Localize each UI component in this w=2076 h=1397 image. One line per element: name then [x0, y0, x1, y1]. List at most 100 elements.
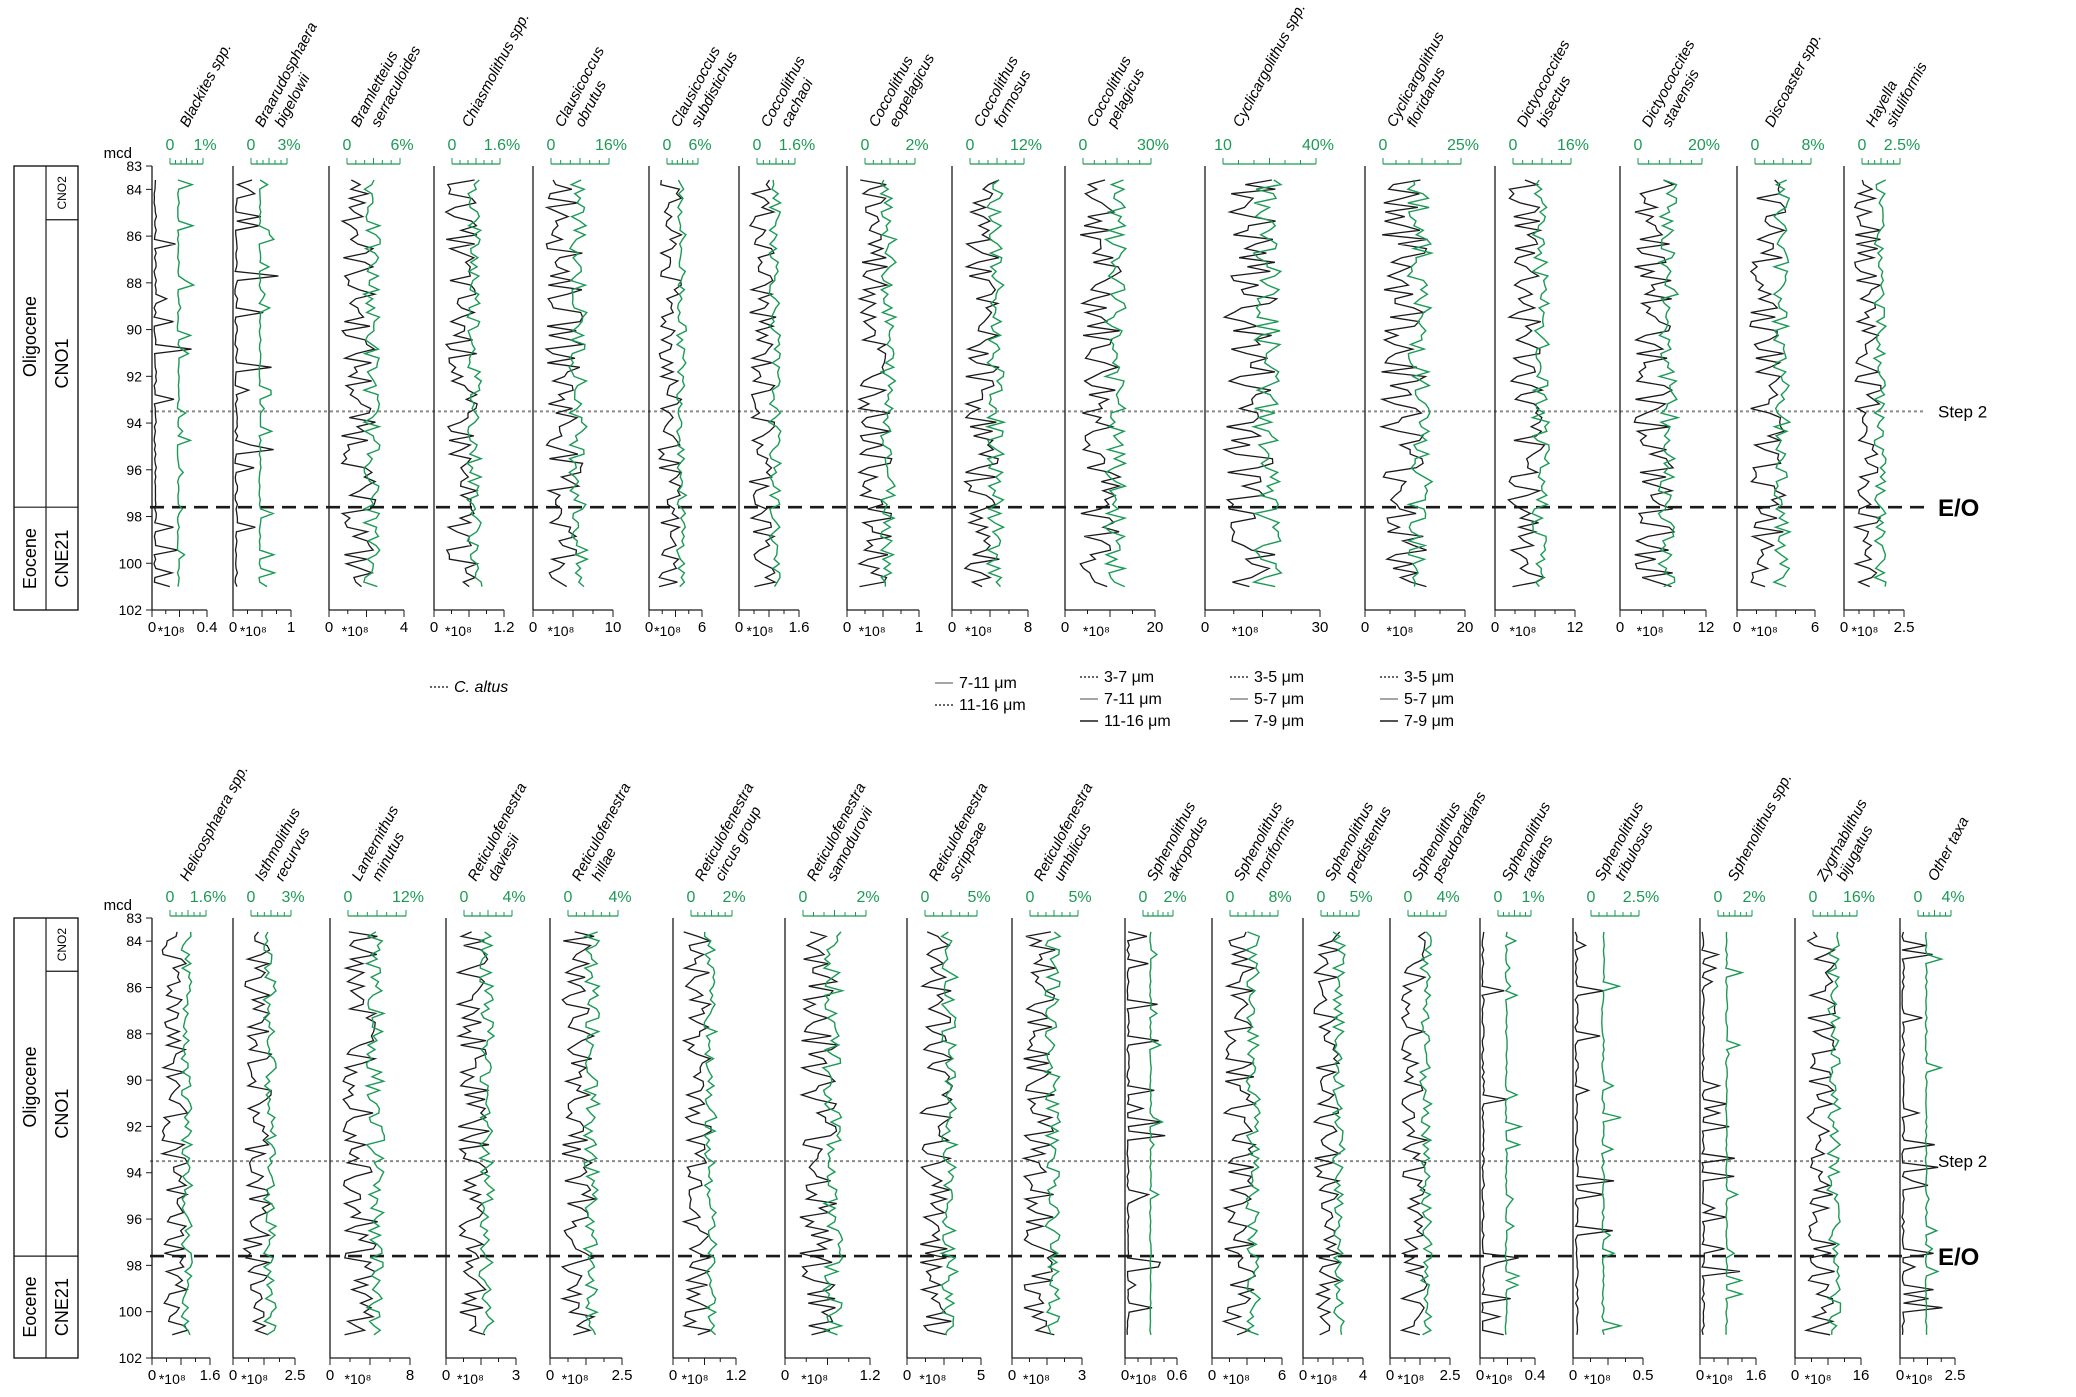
relative-abundance-curve [1825, 931, 1842, 1335]
absolute-abundance-curve [1803, 931, 1837, 1336]
depth-tick-label: 92 [126, 1118, 142, 1134]
relative-abundance-curve [1243, 931, 1262, 1336]
absolute-abundance-curve [1852, 179, 1883, 588]
abs-tick-label: 4 [1359, 1367, 1367, 1384]
abs-tick-label: 0 [1386, 1367, 1394, 1384]
rel-tick-label: 2% [1742, 889, 1765, 906]
rel-tick-label: 0 [1587, 889, 1596, 906]
abs-tick-label: 0 [148, 619, 156, 636]
relative-abundance-curve [1406, 179, 1435, 587]
rel-tick-label: 0 [344, 889, 353, 906]
rel-tick-label: 0 [1379, 137, 1388, 154]
rel-tick-label: 2% [856, 889, 879, 906]
size-legend-2: 3-7 μm 7-11 μm 11-16 μm [1080, 669, 1171, 730]
absolute-abundance-curve [657, 179, 684, 588]
abs-tick-label: 0 [442, 1367, 450, 1384]
rel-tick-label: 0 [460, 889, 469, 906]
rel-tick-label: 16% [595, 137, 627, 154]
rel-tick-label: 0 [547, 137, 556, 154]
size-legend-4: 3-5 μm 5-7 μm 7-9 μm [1380, 669, 1454, 730]
epoch-label-eocene: Eocene [20, 528, 40, 589]
panel-title: Blackites spp. [177, 40, 235, 130]
legend-label: C. altus [454, 679, 508, 696]
relative-abundance-curve [1724, 931, 1745, 1335]
rel-tick-label: 16% [1557, 137, 1589, 154]
abs-tick-label: 10 [605, 619, 622, 636]
abs-tick-label: 0 [1008, 1367, 1016, 1384]
absolute-abundance-curve [1633, 179, 1676, 588]
relative-abundance-curve [675, 179, 688, 588]
rel-tick-label: 8% [1268, 889, 1291, 906]
relative-abundance-curve [984, 179, 1007, 588]
rel-tick-label: 0 [1026, 889, 1035, 906]
abs-tick-label: 0 [669, 1367, 677, 1384]
rel-tick-label: 5% [967, 889, 990, 906]
relative-abundance-curve [821, 931, 846, 1336]
depth-axis-unit: mcd [104, 897, 132, 914]
abs-unit-label: *10⁸ [1751, 623, 1778, 639]
abs-tick-label: 0.4 [197, 619, 218, 636]
abs-tick-label: 0 [948, 619, 956, 636]
rel-tick-label: 0 [1139, 889, 1148, 906]
absolute-abundance-curve [799, 931, 841, 1336]
abs-tick-label: 0 [326, 1367, 334, 1384]
abs-tick-label: 0 [1121, 1367, 1129, 1384]
depth-tick-label: 98 [126, 1257, 142, 1273]
rel-tick-label: 4% [1436, 889, 1459, 906]
abs-tick-label: 0.4 [1525, 1367, 1546, 1384]
abs-tick-label: 0 [735, 619, 743, 636]
absolute-abundance-curve [153, 179, 192, 588]
panel-title: Discoaster spp. [1762, 31, 1826, 130]
abs-tick-label: 2.5 [1440, 1367, 1461, 1384]
rel-tick-label: 0 [247, 137, 256, 154]
abs-unit-label: *10⁸ [919, 1371, 946, 1387]
abs-unit-label: *10⁸ [1510, 623, 1537, 639]
relative-abundance-curve [1872, 179, 1888, 587]
abs-tick-label: 2.5 [612, 1367, 633, 1384]
zone-label-cno2: CNO2 [55, 176, 69, 210]
rel-tick-label: 0 [1809, 889, 1818, 906]
abs-tick-label: 0 [1361, 619, 1369, 636]
rel-tick-label: 5% [1068, 889, 1091, 906]
rel-tick-label: 10 [1214, 137, 1232, 154]
depth-tick-label: 96 [126, 462, 142, 478]
rel-tick-label: 0 [247, 889, 256, 906]
rel-tick-label: 0 [1079, 137, 1088, 154]
rel-tick-label: 0 [799, 889, 808, 906]
relative-abundance-curve [1331, 931, 1347, 1335]
rel-tick-label: 2% [722, 889, 745, 906]
rel-tick-label: 0 [921, 889, 930, 906]
relative-abundance-curve [180, 931, 194, 1336]
depth-axis-unit: mcd [104, 145, 132, 162]
absolute-abundance-curve [1079, 179, 1123, 588]
rel-tick-label: 4% [502, 889, 525, 906]
rel-tick-label: 4% [1941, 889, 1964, 906]
rel-tick-label: 0 [1858, 137, 1867, 154]
absolute-abundance-curve [1222, 179, 1279, 588]
legend-label: 11-16 μm [959, 697, 1026, 714]
rel-tick-label: 1.6% [484, 137, 520, 154]
abs-unit-label: *10⁸ [1023, 1371, 1050, 1387]
depth-tick-label: 96 [126, 1211, 142, 1227]
abs-unit-label: *10⁸ [682, 1371, 709, 1387]
relative-abundance-curve [1924, 931, 1944, 1335]
abs-tick-label: 0 [781, 1367, 789, 1384]
legend-label: 3-5 μm [1404, 669, 1454, 686]
rel-tick-label: 0 [343, 137, 352, 154]
absolute-abundance-curve [1481, 931, 1519, 1336]
abs-tick-label: 2.5 [1945, 1367, 1966, 1384]
abs-unit-label: *10⁸ [548, 623, 575, 639]
absolute-abundance-curve [963, 179, 1000, 588]
abs-tick-label: 8 [1024, 619, 1032, 636]
depth-tick-label: 90 [126, 1072, 142, 1088]
